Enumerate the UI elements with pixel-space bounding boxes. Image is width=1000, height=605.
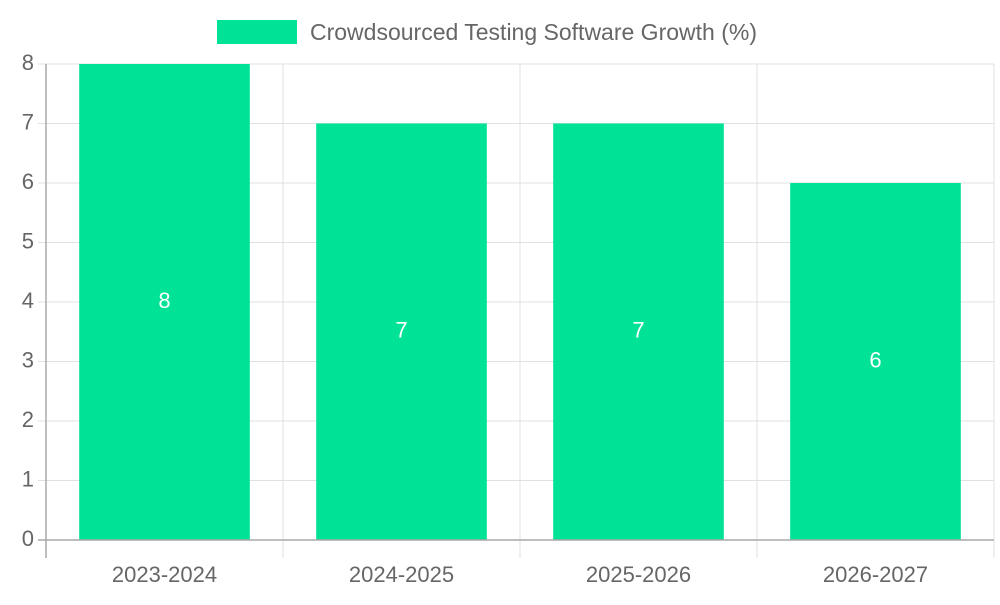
bar-layer xyxy=(79,64,961,540)
axis-layer xyxy=(38,64,994,558)
bar xyxy=(316,123,487,540)
data-label: 7 xyxy=(632,318,644,343)
y-tick-label: 2 xyxy=(22,407,34,432)
y-tick-label: 4 xyxy=(22,288,34,313)
y-tick-label: 6 xyxy=(22,169,34,194)
y-tick-label: 8 xyxy=(22,50,34,75)
y-tick-label: 7 xyxy=(22,109,34,134)
label-layer: 0 1 2 3 4 5 6 7 8 8 7 7 6 2023-2024 2024-2025 2025-2026… xyxy=(22,50,928,587)
bar xyxy=(790,183,961,540)
data-label: 7 xyxy=(395,318,407,343)
data-label: 8 xyxy=(158,288,170,313)
x-tick-label: 2026-2027 xyxy=(823,562,928,587)
x-tick-label: 2025-2026 xyxy=(586,562,691,587)
legend-swatch[interactable] xyxy=(217,20,297,44)
legend[interactable]: Crowdsourced Testing Software Growth (%) xyxy=(217,19,757,45)
y-tick-label: 3 xyxy=(22,347,34,372)
bar xyxy=(79,64,250,540)
x-tick-label: 2024-2025 xyxy=(349,562,454,587)
y-tick-label: 0 xyxy=(22,526,34,551)
legend-label[interactable]: Crowdsourced Testing Software Growth (%) xyxy=(310,19,757,45)
x-tick-label: 2023-2024 xyxy=(112,562,217,587)
data-label: 6 xyxy=(869,347,881,372)
y-tick-label: 1 xyxy=(22,466,34,491)
bar xyxy=(553,123,724,540)
y-tick-label: 5 xyxy=(22,228,34,253)
